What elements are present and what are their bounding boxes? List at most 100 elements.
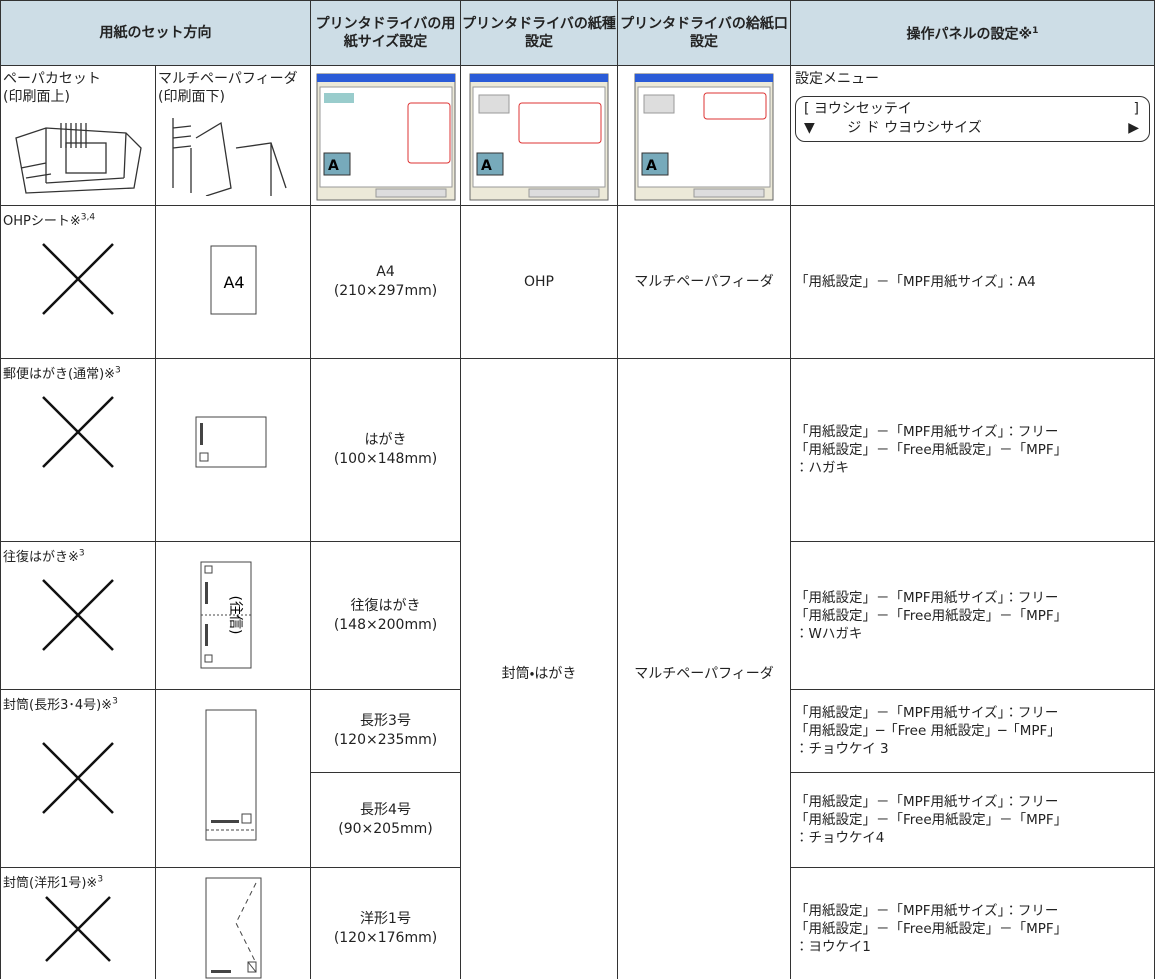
media-name: 封筒(洋形1号)※ [3,876,98,891]
icon-cell [155,867,311,979]
western-envelope-icon [205,877,262,979]
panel-cell: 「用紙設定」－「MPF用紙サイズ」：A4 [790,205,1155,359]
media-cell: 封筒(洋形1号)※3 [0,867,156,979]
screenshot-cell: A [310,65,461,206]
size-cell: はがき (100×148mm) [310,358,461,542]
media-name: 郵便はがき(通常)※ [3,367,116,382]
svg-text:A: A [328,158,339,174]
media-name: OHPシート※ [3,214,81,229]
size-mm: (120×235mm) [333,732,438,749]
media-cell: 封筒(長形3･4号)※3 [0,689,156,868]
panel-cell: 「用紙設定」－「MPF用紙サイズ」：フリー 「用紙設定」－「Free用紙設定」－「… [790,358,1155,542]
panel-line: 「用紙設定」－「Free用紙設定」－「MPF」 [795,921,1068,937]
size: 長形3号 [360,713,411,730]
type-cell: 封筒・はがき [460,358,618,979]
mpf-illustration [171,118,287,196]
panel-cell: 「用紙設定」－「MPF用紙サイズ」：フリー 「用紙設定」－「Free用紙設定」－「… [790,541,1155,690]
panel-cell: 設定メニュー [ ヨウシセッテイ] ▼ ジ ド ウヨウシサイズ ▶ [790,65,1155,206]
not-allowed-mark [42,243,114,315]
source-cell: マルチペーパフィーダ [617,358,791,979]
svg-text:A: A [646,158,657,174]
panel-line: ：ヨウケイ1 [795,939,871,955]
not-allowed-mark [42,396,114,468]
panel-line: 「用紙設定」－「MPF用紙サイズ」：フリー [795,424,1059,440]
driver-screenshot: A [634,73,774,201]
size-cell: 往復はがき (148×200mm) [310,541,461,690]
panel-line: ：チョウケイ 3 [795,741,889,758]
reply-postcard-icon: (往信) [200,561,252,669]
screenshot-cell: A [617,65,791,206]
envelope-icon [205,709,257,841]
label: ペーパカセット [3,71,101,87]
a4-sheet-icon: A4 [210,245,257,315]
svg-text:A: A [481,158,492,174]
type-cell: OHP [460,205,618,359]
size: A4 [376,264,395,280]
lcd-text: ▼ ジ ド ウヨウシサイズ [804,120,982,136]
media-cell: OHPシート※3,4 [0,205,156,359]
icon-text: A4 [223,273,244,292]
media-cell: 郵便はがき(通常)※3 [0,358,156,542]
postcard-icon [195,416,267,468]
size-cell: A4 (210×297mm) [310,205,461,359]
driver-screenshot: A [316,73,455,201]
size: 往復はがき [350,597,421,614]
panel-line: 「用紙設定」－「Free用紙設定」－「MPF」 [795,812,1068,829]
size: はがき [364,432,407,448]
not-allowed-mark [42,742,114,814]
screenshot-cell: A [460,65,618,206]
lcd-text: ▶ [1128,120,1139,136]
cassette-illustration [14,123,142,194]
lcd-text: [ ヨウシセッテイ [804,101,912,117]
lcd-display: [ ヨウシセッテイ] ▼ ジ ド ウヨウシサイズ ▶ [795,96,1150,142]
header-cell: プリンタドライバの用紙サイズ設定 [310,0,461,66]
footnote: 3 [112,696,118,707]
size-mm: (148×200mm) [333,616,438,633]
panel-line: ：ハガキ [795,460,849,476]
panel-line: 「用紙設定」－「Free用紙設定」－「MPF」 [795,607,1068,624]
icon-cell: A4 [155,205,311,359]
label: 設定メニュー [795,71,879,87]
header-cell: 操作パネルの設定※1 [790,0,1155,66]
panel-line: 「用紙設定」－「MPF用紙サイズ」：フリー [795,794,1059,811]
size-mm: (100×148mm) [333,451,438,467]
media-name: 封筒(長形3･4号)※ [3,698,113,713]
panel-line: 「用紙設定」－「MPF用紙サイズ」：フリー [795,705,1059,722]
footnote: 3 [78,548,85,559]
header-cell: プリンタドライバの紙種設定 [460,0,618,66]
panel-cell: 「用紙設定」－「MPF用紙サイズ」：フリー 「用紙設定」─「Free 用紙設定」─… [790,688,1155,774]
driver-screenshot: A [469,73,609,201]
size-cell: 洋形1号 (120×176mm) [310,867,461,979]
panel-cell: 「用紙設定」－「MPF用紙サイズ」：フリー 「用紙設定」－「Free用紙設定」－「… [790,772,1155,868]
panel-line: 「用紙設定」─「Free 用紙設定」─「MPF」 [795,723,1061,740]
size-mm: (210×297mm) [333,283,438,299]
panel-line: ：Wハガキ [795,625,863,642]
panel-line: 「用紙設定」－「MPF用紙サイズ」：A4 [795,274,1036,290]
size-cell: 長形4号 (90×205mm) [310,772,461,868]
size-mm: (120×176mm) [333,930,438,946]
label: (印刷面下) [158,89,225,105]
mpf-cell: マルチペーパフィーダ (印刷面下) [155,65,311,206]
header-row: 用紙のセット方向 プリンタドライバの用紙サイズ設定 プリンタドライバの紙種設定 … [0,0,1155,66]
footnote: 1 [1032,26,1039,37]
icon-text: (往信) [227,596,243,635]
cassette-cell: ペーパカセット (印刷面上) [0,65,156,206]
source-cell: マルチペーパフィーダ [617,205,791,359]
media-cell: 往復はがき※3 [0,541,156,690]
label: マルチペーパフィーダ [158,71,298,87]
panel-line: ：チョウケイ4 [795,830,885,847]
setup-row: ペーパカセット (印刷面上) マルチペーパフィーダ (印刷面下) A A A 設… [0,65,1155,206]
size-cell: 長形3号 (120×235mm) [310,688,461,774]
media-name: 往復はがき※ [3,550,79,565]
panel-line: 「用紙設定」－「MPF用紙サイズ」：フリー [795,589,1059,606]
panel-line: 「用紙設定」－「Free用紙設定」－「MPF」 [795,442,1068,458]
icon-cell [155,358,311,542]
size-mm: (90×205mm) [338,821,433,838]
icon-cell: (往信) [155,541,311,690]
footnote: 3,4 [80,212,96,223]
header-cell: 用紙のセット方向 [0,0,311,66]
icon-cell [155,689,311,868]
not-allowed-mark [45,896,111,962]
